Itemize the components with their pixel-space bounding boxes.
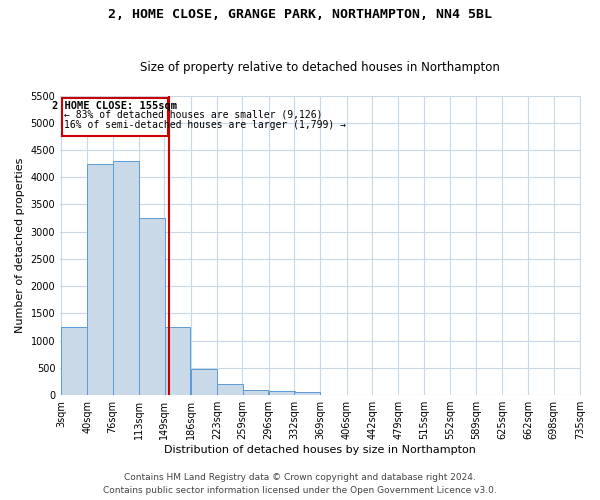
Bar <box>191 369 217 395</box>
Text: 2 HOME CLOSE: 155sqm: 2 HOME CLOSE: 155sqm <box>52 102 177 112</box>
X-axis label: Distribution of detached houses by size in Northampton: Distribution of detached houses by size … <box>164 445 476 455</box>
Bar <box>139 218 165 395</box>
Text: ← 83% of detached houses are smaller (9,126): ← 83% of detached houses are smaller (9,… <box>64 110 322 120</box>
Bar <box>295 392 320 395</box>
Text: Contains HM Land Registry data © Crown copyright and database right 2024.
Contai: Contains HM Land Registry data © Crown c… <box>103 474 497 495</box>
Bar <box>164 327 190 395</box>
Bar <box>87 164 113 395</box>
Bar <box>242 390 268 395</box>
Bar <box>61 327 87 395</box>
FancyBboxPatch shape <box>62 98 168 136</box>
Text: 2, HOME CLOSE, GRANGE PARK, NORTHAMPTON, NN4 5BL: 2, HOME CLOSE, GRANGE PARK, NORTHAMPTON,… <box>108 8 492 20</box>
Title: Size of property relative to detached houses in Northampton: Size of property relative to detached ho… <box>140 60 500 74</box>
Y-axis label: Number of detached properties: Number of detached properties <box>15 158 25 333</box>
Text: 16% of semi-detached houses are larger (1,799) →: 16% of semi-detached houses are larger (… <box>64 120 346 130</box>
Bar <box>269 390 295 395</box>
Bar <box>113 161 139 395</box>
Bar <box>217 384 243 395</box>
